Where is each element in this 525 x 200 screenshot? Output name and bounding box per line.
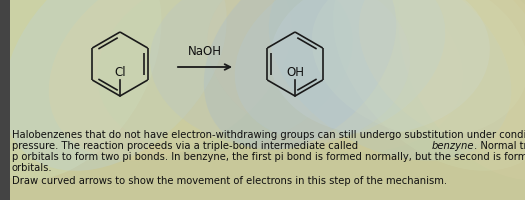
Ellipse shape — [312, 0, 525, 137]
Ellipse shape — [97, 0, 353, 152]
Ellipse shape — [270, 0, 490, 135]
Text: . Normal triple bonds arise from the over: . Normal triple bonds arise from the ove… — [474, 140, 525, 150]
Ellipse shape — [398, 0, 525, 180]
Ellipse shape — [333, 0, 525, 171]
Ellipse shape — [204, 0, 396, 150]
Bar — [0, 0, 10, 200]
Ellipse shape — [3, 0, 227, 171]
Ellipse shape — [269, 0, 511, 161]
Text: Draw curved arrows to show the movement of electrons in this step of the mechani: Draw curved arrows to show the movement … — [12, 175, 447, 185]
Ellipse shape — [150, 0, 410, 149]
Ellipse shape — [49, 0, 291, 161]
Text: orbitals.: orbitals. — [12, 162, 52, 172]
Text: Cl: Cl — [114, 66, 126, 79]
Ellipse shape — [235, 0, 445, 140]
Text: p orbitals to form two pi bonds. In benzyne, the first pi bond is formed normall: p orbitals to form two pi bonds. In benz… — [12, 151, 525, 161]
Ellipse shape — [207, 0, 463, 152]
Text: NaOH: NaOH — [188, 45, 222, 58]
Ellipse shape — [0, 0, 162, 180]
Text: benzyne: benzyne — [432, 140, 475, 150]
Text: Halobenzenes that do not have electron-withdrawing groups can still undergo subs: Halobenzenes that do not have electron-w… — [12, 129, 525, 139]
Text: OH: OH — [286, 66, 304, 79]
Text: pressure. The reaction proceeds via a triple-bond intermediate called: pressure. The reaction proceeds via a tr… — [12, 140, 361, 150]
Ellipse shape — [359, 0, 525, 145]
